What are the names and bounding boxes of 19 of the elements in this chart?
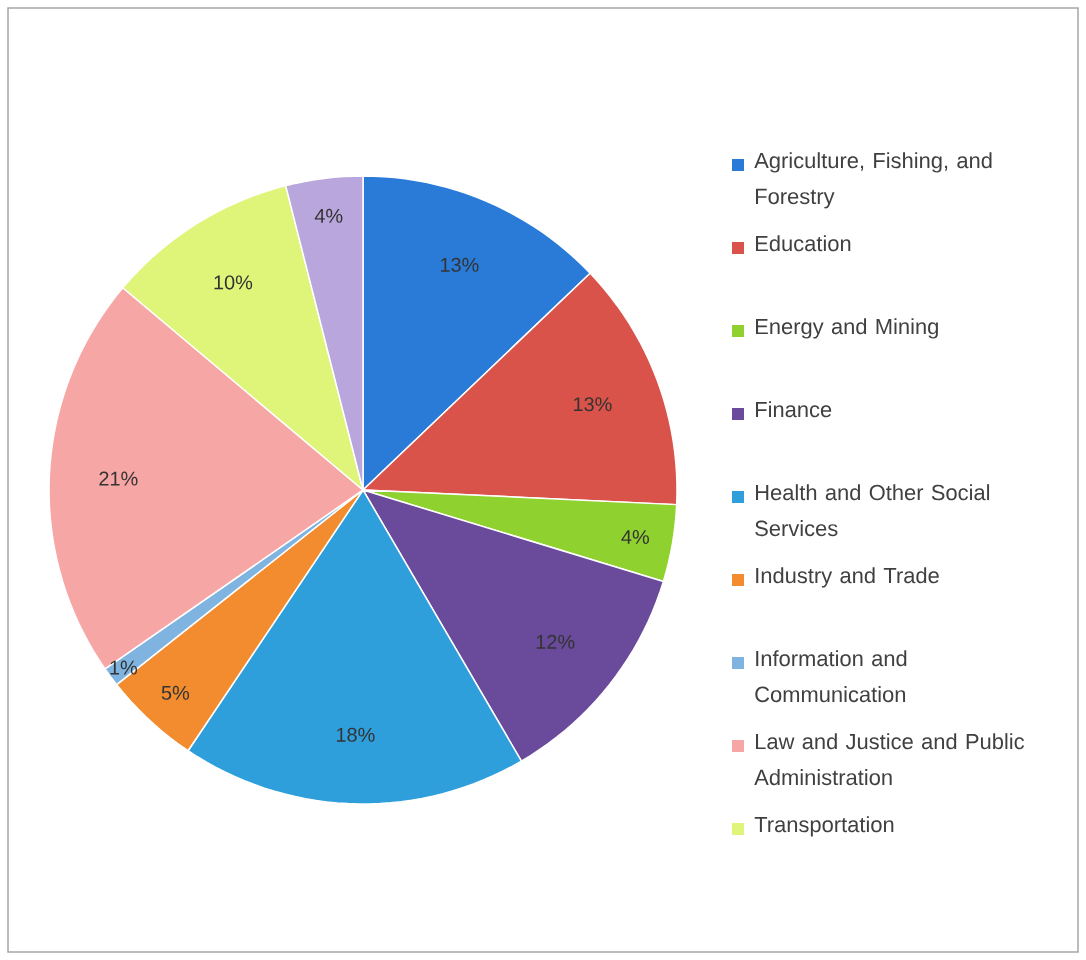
data-label: 18% [336,727,375,742]
data-label: 13% [440,257,479,272]
data-label: 10% [214,275,253,290]
data-label: 4% [621,530,649,544]
legend-label: Health and Other Social Services [755,484,990,537]
data-label: 21% [99,471,138,486]
data-label: 1% [110,660,138,675]
legend-label: Agriculture, Fishing, and Forestry [754,152,992,209]
legend-label: Finance [756,401,832,418]
legend-label: Industry and Trade [756,567,939,588]
data-label: 4% [314,208,343,223]
data-label: 12% [536,634,575,649]
data-label: 5% [161,685,190,700]
legend-label: Information and Communication [755,650,907,703]
legend-label: Education [756,235,851,252]
data-label: 13% [574,397,612,412]
legend-label: Transportation [754,816,894,837]
legend-label: Law and Justice and Public Administration [754,733,1025,786]
legend-label: Energy and Mining [756,318,938,339]
